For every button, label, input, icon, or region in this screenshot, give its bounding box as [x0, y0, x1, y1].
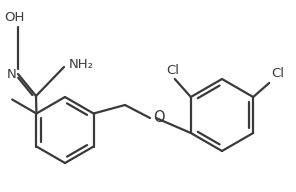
- Text: O: O: [153, 111, 165, 126]
- Text: Cl: Cl: [271, 67, 284, 80]
- Text: Cl: Cl: [166, 64, 179, 77]
- Text: NH₂: NH₂: [69, 57, 94, 70]
- Text: OH: OH: [4, 11, 24, 24]
- Text: N: N: [7, 68, 17, 80]
